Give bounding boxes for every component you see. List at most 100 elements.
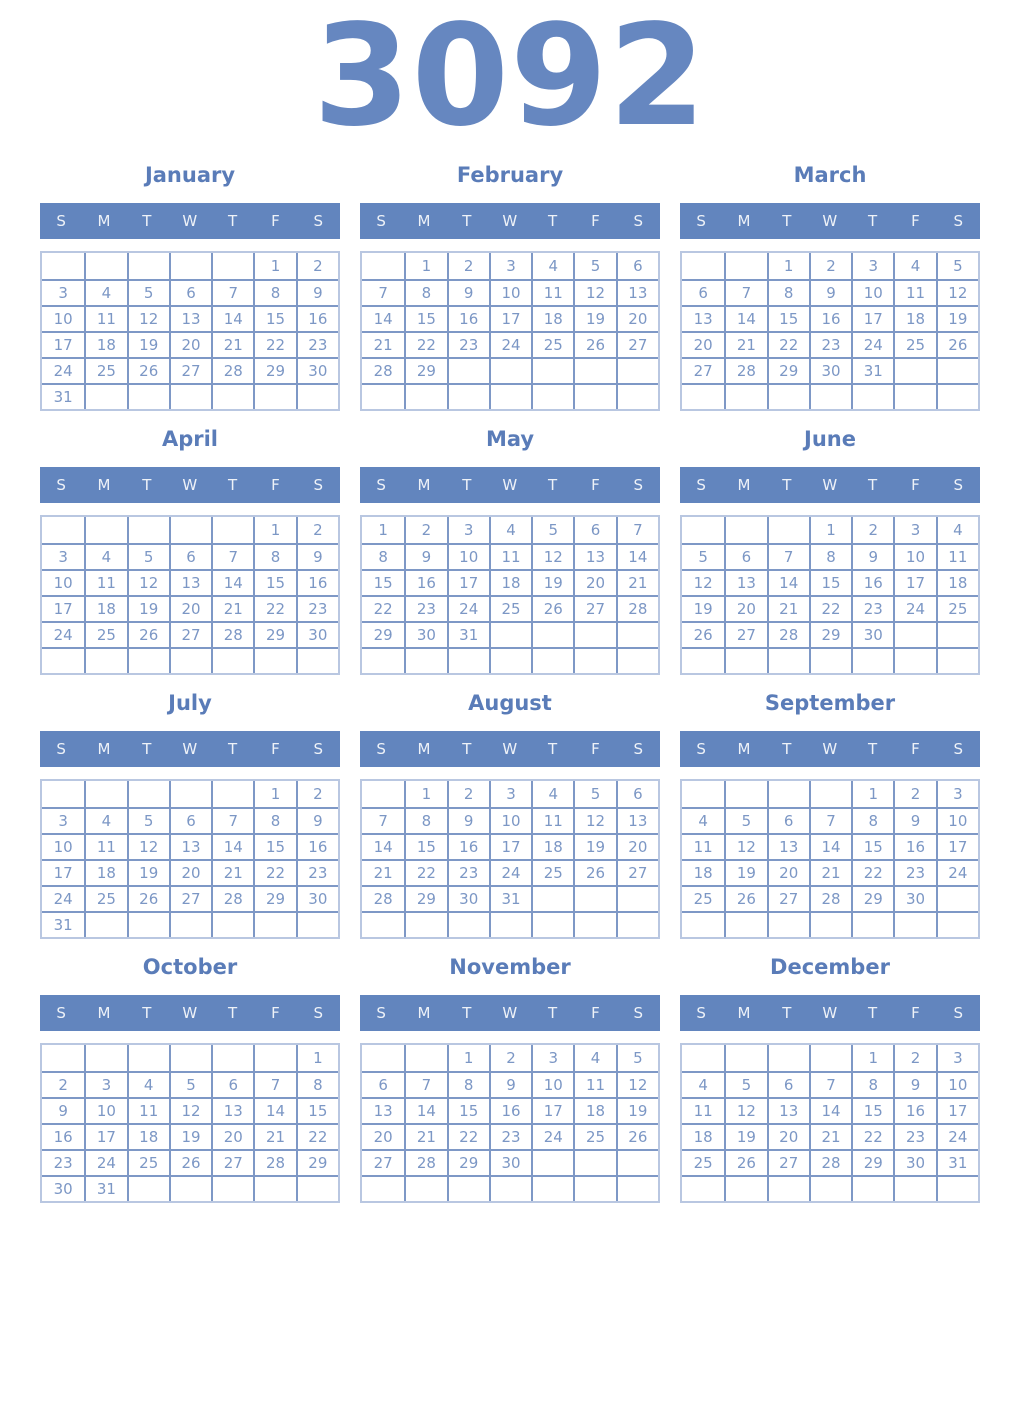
- week-row: 18 19 20 21 22 23 24: [682, 1123, 978, 1149]
- empty-day-cell: [168, 253, 211, 279]
- day-cell: 1: [378, 521, 388, 539]
- day-cell: 19: [573, 833, 616, 859]
- empty-day-cell: [168, 383, 212, 409]
- day-cell: 27: [615, 859, 658, 885]
- day-cell: 28: [766, 621, 809, 647]
- day-cell: 17: [935, 833, 978, 859]
- week-row: 20 21 22 23 24 25 26: [362, 1123, 658, 1149]
- empty-day-cell: [682, 1175, 725, 1201]
- day-cell: 8: [808, 543, 852, 569]
- day-cell: 27: [211, 1149, 254, 1175]
- day-cell: 22: [851, 859, 894, 885]
- weekday-label: T: [142, 476, 152, 494]
- day-cell: 22: [446, 1123, 489, 1149]
- day-cell: 2: [808, 253, 851, 279]
- weekday-label: T: [782, 476, 792, 494]
- week-row: 30 31: [42, 1175, 338, 1201]
- day-cell: 18: [573, 1097, 616, 1123]
- month-title: May: [485, 427, 535, 451]
- week-row: [682, 383, 978, 409]
- empty-day-cell: [682, 383, 725, 409]
- empty-day-cell: [766, 383, 809, 409]
- empty-day-cell: [126, 517, 169, 543]
- weekday-label: S: [56, 1004, 67, 1022]
- weekday-label: T: [782, 1004, 792, 1022]
- day-cell: 8: [295, 1071, 338, 1097]
- day-cell: 13: [724, 569, 767, 595]
- day-cell: 7: [808, 807, 852, 833]
- day-cell: 8: [362, 543, 405, 569]
- empty-day-cell: [808, 911, 852, 937]
- empty-day-cell: [531, 357, 574, 383]
- month-days-grid: 1 2 3 4 5 6 7 8 9 10 11 12 13 14 15 16 17 18 19 20 21 22 23 24 2…: [680, 779, 980, 939]
- day-cell: 8: [766, 279, 809, 305]
- day-cell: 19: [615, 1097, 658, 1123]
- day-cell: 21: [211, 859, 254, 885]
- empty-day-cell: [893, 621, 936, 647]
- day-cell: 10: [84, 1097, 127, 1123]
- empty-day-cell: [488, 621, 532, 647]
- day-cell: 11: [84, 833, 127, 859]
- day-cell: 27: [724, 621, 767, 647]
- day-cell: 26: [126, 885, 169, 911]
- empty-day-cell: [615, 1175, 658, 1201]
- week-row: 8 9 10 11 12 13 14: [362, 543, 658, 569]
- weekday-label: T: [462, 740, 472, 758]
- day-cell: 23: [851, 595, 894, 621]
- week-row: 31: [42, 383, 338, 409]
- week-row: 25 26 27 28 29 30: [682, 885, 978, 911]
- day-cell: 19: [935, 305, 978, 331]
- day-cell: 27: [168, 885, 212, 911]
- weekday-label: F: [911, 1004, 921, 1022]
- empty-day-cell: [168, 1175, 212, 1201]
- weekday-label: T: [142, 1004, 152, 1022]
- weekday-label: M: [737, 740, 751, 758]
- weekday-label: T: [868, 740, 878, 758]
- empty-day-cell: [211, 781, 253, 807]
- month-days-grid: 1 2 3 4 5 6 7 8 9 10 11 12 13 14 15 16 17 18 19 20 21 22 23 24 2…: [360, 1043, 660, 1203]
- weekday-label: S: [376, 476, 387, 494]
- empty-day-cell: [935, 357, 978, 383]
- day-cell: 20: [168, 331, 212, 357]
- day-cell: 20: [615, 305, 658, 331]
- day-cell: 14: [766, 569, 809, 595]
- day-cell: 18: [488, 569, 532, 595]
- day-cell: 21: [211, 595, 254, 621]
- week-row: 5 6 7 8 9 10 11: [682, 543, 978, 569]
- weekday-label: M: [737, 476, 751, 494]
- day-cell: 15: [253, 305, 296, 331]
- month-days-grid: 1 2 3 4 5 6 7 8 9 10 11 12 13 14 15 16 17 18 19 20 21 22 23 24 2…: [360, 779, 660, 939]
- month-days-grid: 1 2 3 4 5 6 7 8 9 10 11 12 13 14 15 16 17 18 19 20 21 22 23 24 2…: [680, 515, 980, 675]
- week-row: 6 7 8 9 10 11 12: [362, 1071, 658, 1097]
- day-cell: 16: [295, 305, 338, 331]
- weekday-label: W: [822, 1004, 838, 1022]
- day-cell: 23: [446, 859, 489, 885]
- day-cell: 4: [126, 1071, 169, 1097]
- day-cell: 9: [893, 1071, 936, 1097]
- day-cell: 18: [682, 859, 725, 885]
- weekday-label: M: [417, 1004, 431, 1022]
- day-cell: 16: [295, 833, 338, 859]
- empty-day-cell: [446, 1175, 489, 1201]
- day-cell: 4: [531, 253, 573, 279]
- empty-day-cell: [488, 1175, 532, 1201]
- empty-day-cell: [615, 383, 658, 409]
- empty-day-cell: [362, 1175, 405, 1201]
- day-cell: 18: [531, 833, 574, 859]
- weekday-label: W: [182, 476, 198, 494]
- day-cell: 26: [573, 331, 616, 357]
- day-cell: 3: [893, 517, 935, 543]
- empty-day-cell: [615, 647, 658, 673]
- day-cell: 14: [211, 305, 254, 331]
- weekday-label: T: [548, 740, 558, 758]
- week-row: 28 29 30 31: [362, 885, 658, 911]
- weekday-label: T: [462, 1004, 472, 1022]
